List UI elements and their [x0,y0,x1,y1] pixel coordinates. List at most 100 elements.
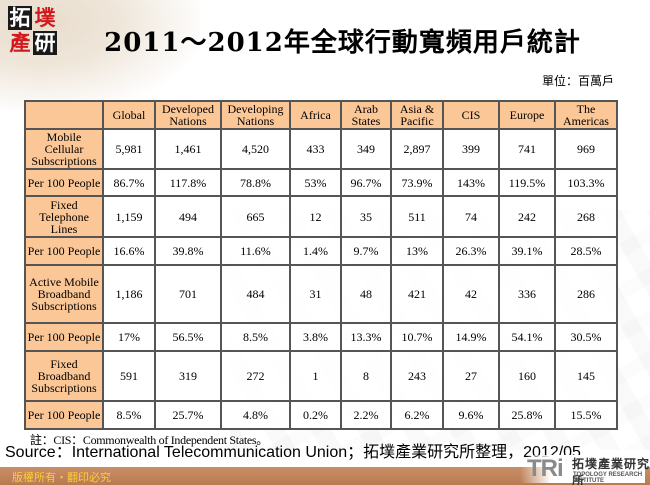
table-cell: 48 [340,264,392,324]
row-header: Fixed Broadband Subscriptions [24,350,104,402]
column-header: Asia & Pacific [390,100,444,130]
table-cell: 484 [220,264,291,324]
table-cell: 741 [498,128,556,170]
table-cell: 143% [442,168,500,197]
table-cell: 39.1% [498,236,556,266]
tri-brand-english: TOPOLOGY RESEARCH INSTITUTE [573,472,643,484]
table-cell: 42 [442,264,500,324]
table-cell: 1,159 [102,195,156,238]
corner-cell [24,100,104,130]
table-cell: 27 [442,350,500,402]
column-header: CIS [442,100,500,130]
table-cell: 145 [554,350,618,402]
table-cell: 160 [498,350,556,402]
row-header: Per 100 People [24,236,104,266]
logo-char: 研 [33,31,57,55]
table-cell: 54.1% [498,322,556,352]
table-cell: 6.2% [390,400,444,430]
table-cell: 969 [554,128,618,170]
tri-logo-mark: TRi [527,455,564,483]
table-cell: 25.7% [154,400,222,430]
table-cell: 119.5% [498,168,556,197]
column-header: Developing Nations [220,100,291,130]
table-cell: 10.7% [390,322,444,352]
table-row: Active Mobile Broadband Subscriptions 1,… [24,264,618,324]
column-header: Arab States [340,100,392,130]
row-header: Per 100 People [24,322,104,352]
table-row: Per 100 People 8.5% 25.7% 4.8% 0.2% 2.2%… [24,400,618,430]
table-row: Per 100 People 16.6% 39.8% 11.6% 1.4% 9.… [24,236,618,266]
table-cell: 117.8% [154,168,222,197]
table-cell: 35 [340,195,392,238]
table-cell: 665 [220,195,291,238]
table-cell: 39.8% [154,236,222,266]
tri-brand-chinese: 拓墣產業研究所 [572,457,650,485]
column-header: Global [102,100,156,130]
row-header: Fixed Telephone Lines [24,195,104,238]
table-row: Per 100 People 17% 56.5% 8.5% 3.8% 13.3%… [24,322,618,352]
page-title: 2011～2012年全球行動寬頻用戶統計 [104,28,581,58]
table-cell: 8.5% [102,400,156,430]
tri-logo-text: TRi [527,455,564,482]
row-header: Active Mobile Broadband Subscriptions [24,264,104,324]
table-cell: 399 [442,128,500,170]
table-cell: 12 [289,195,342,238]
logo-char: 產 [9,31,31,55]
table-cell: 243 [390,350,444,402]
table-cell: 14.9% [442,322,500,352]
table-cell: 8.5% [220,322,291,352]
table-row: Fixed Telephone Lines 1,159 494 665 12 3… [24,195,618,238]
table-row: Fixed Broadband Subscriptions 591 319 27… [24,350,618,402]
column-header: Europe [498,100,556,130]
table-cell: 13.3% [340,322,392,352]
statistics-table: Global Developed Nations Developing Nati… [24,100,618,430]
table-cell: 31 [289,264,342,324]
table-cell: 433 [289,128,342,170]
table-cell: 16.6% [102,236,156,266]
row-header: Per 100 People [24,400,104,430]
table-cell: 1,461 [154,128,222,170]
table-cell: 25.8% [498,400,556,430]
table-cell: 73.9% [390,168,444,197]
table-cell: 4,520 [220,128,291,170]
source-citation: Source：International Telecommunication U… [5,444,581,461]
table-cell: 1 [289,350,342,402]
table-cell: 30.5% [554,322,618,352]
table-cell: 591 [102,350,156,402]
table-cell: 2,897 [390,128,444,170]
table-cell: 9.7% [340,236,392,266]
table-cell: 74 [442,195,500,238]
table-cell: 286 [554,264,618,324]
table-cell: 0.2% [289,400,342,430]
table-cell: 86.7% [102,168,156,197]
row-header: Per 100 People [24,168,104,197]
footnote: 註：CIS：Commonwealth of Independent States… [30,433,269,447]
table-cell: 11.6% [220,236,291,266]
copyright-notice: 版權所有・翻印必究 [12,471,111,484]
table-cell: 349 [340,128,392,170]
header-background [0,0,200,110]
table-cell: 2.2% [340,400,392,430]
table-cell: 96.7% [340,168,392,197]
column-header: Africa [289,100,342,130]
unit-label: 單位：百萬戶 [541,74,614,88]
table-header-row: Global Developed Nations Developing Nati… [24,100,618,130]
table-cell: 78.8% [220,168,291,197]
table-cell: 8 [340,350,392,402]
table-cell: 56.5% [154,322,222,352]
table-cell: 13% [390,236,444,266]
column-header: The Americas [554,100,618,130]
table-cell: 494 [154,195,222,238]
table-cell: 319 [154,350,222,402]
table-cell: 5,981 [102,128,156,170]
table-cell: 15.5% [554,400,618,430]
table-cell: 421 [390,264,444,324]
table-row: Mobile Cellular Subscriptions 5,981 1,46… [24,128,618,170]
footer-bar [0,467,650,485]
table-cell: 511 [390,195,444,238]
table-cell: 53% [289,168,342,197]
table-cell: 268 [554,195,618,238]
tri-logo-background [520,455,645,483]
table-cell: 1,186 [102,264,156,324]
table-row: Per 100 People 86.7% 117.8% 78.8% 53% 96… [24,168,618,197]
